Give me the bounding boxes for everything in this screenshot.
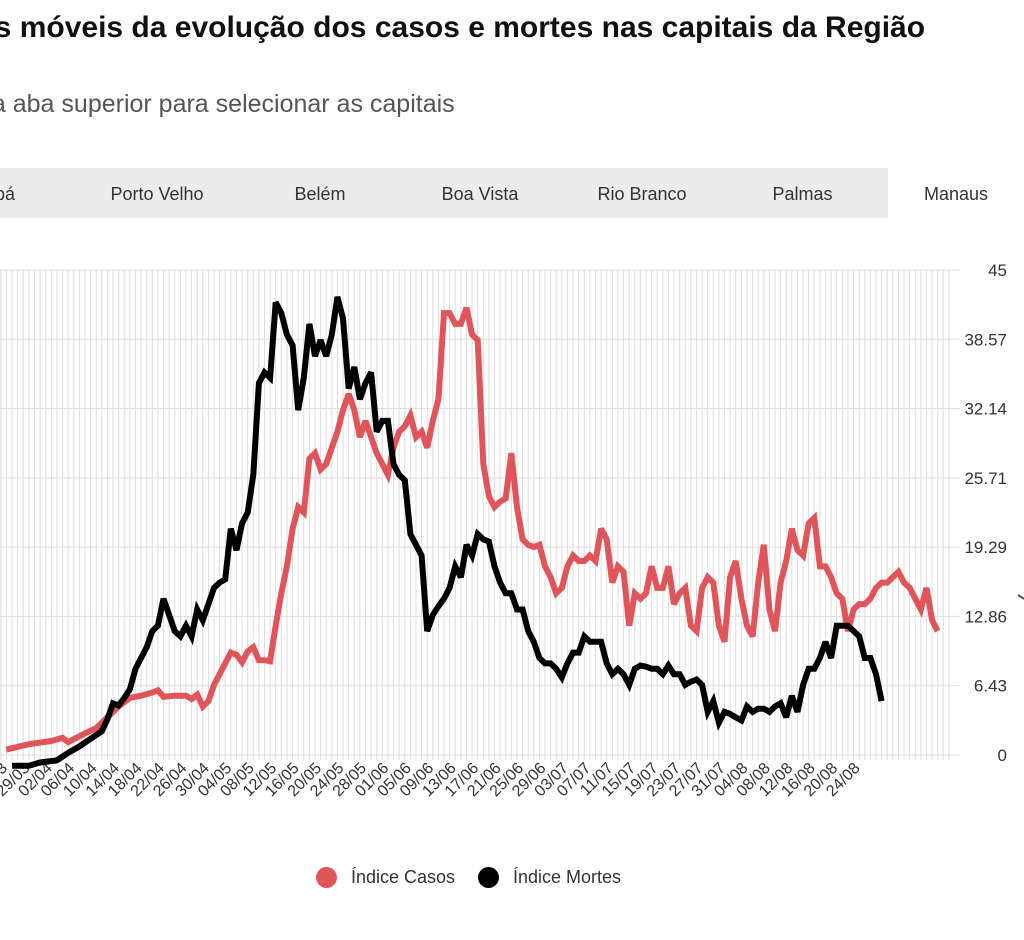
chart-title: as móveis da evolução dos casos e mortes… [0,10,1024,80]
legend-cases-label: Índice Casos [351,866,456,887]
y-axis-ticks: 0 6.43 12.86 19.29 25.71 32.14 38.57 45 [964,261,1007,765]
data-series [5,296,941,769]
y-tick-label: 12.86 [964,607,1007,626]
legend-deaths-dot-icon [478,866,499,888]
series-line-deaths [12,296,885,769]
chart-title-line-2: e [0,45,1024,80]
x-axis-ticks: 25/0329/0302/0406/0410/0414/0418/0422/04… [0,760,864,800]
y-tick-label: 38.57 [964,330,1007,349]
tab-amapa[interactable]: apá [0,184,16,204]
chart-nav-arrow-icon [1017,594,1024,600]
tab-boa-vista[interactable]: Boa Vista [441,184,519,204]
y-tick-label: 19.29 [964,538,1007,557]
chart-title-line-1: as móveis da evolução dos casos e mortes… [0,11,926,44]
legend-item-deaths[interactable]: Índice Mortes [478,862,621,892]
series-line-cases [5,306,941,753]
capital-tab-bar: apá Porto Velho Belém Boa Vista Rio Bran… [0,168,1024,220]
tab-belem[interactable]: Belém [294,184,346,204]
y-tick-label: 32.14 [964,400,1007,419]
tab-porto-velho[interactable]: Porto Velho [110,184,204,204]
legend-cases-dot-icon [316,866,337,888]
legend-deaths-label: Índice Mortes [513,866,622,887]
y-tick-label: 0 [998,746,1007,765]
line-chart: 0 6.43 12.86 19.29 25.71 32.14 38.57 45 25/0329… [0,261,1024,800]
tab-rio-branco[interactable]: Rio Branco [597,184,687,204]
tab-manaus[interactable]: Manaus [888,168,1024,220]
chart-subtitle: na aba superior para selecionar as capit… [0,90,455,118]
legend-item-cases[interactable]: Índice Casos [316,862,455,892]
tab-palmas[interactable]: Palmas [772,184,833,204]
y-tick-label: 6.43 [974,677,1007,696]
grid-lines [0,269,960,760]
y-tick-label: 45 [988,261,1007,280]
y-tick-label: 25.71 [964,469,1007,488]
